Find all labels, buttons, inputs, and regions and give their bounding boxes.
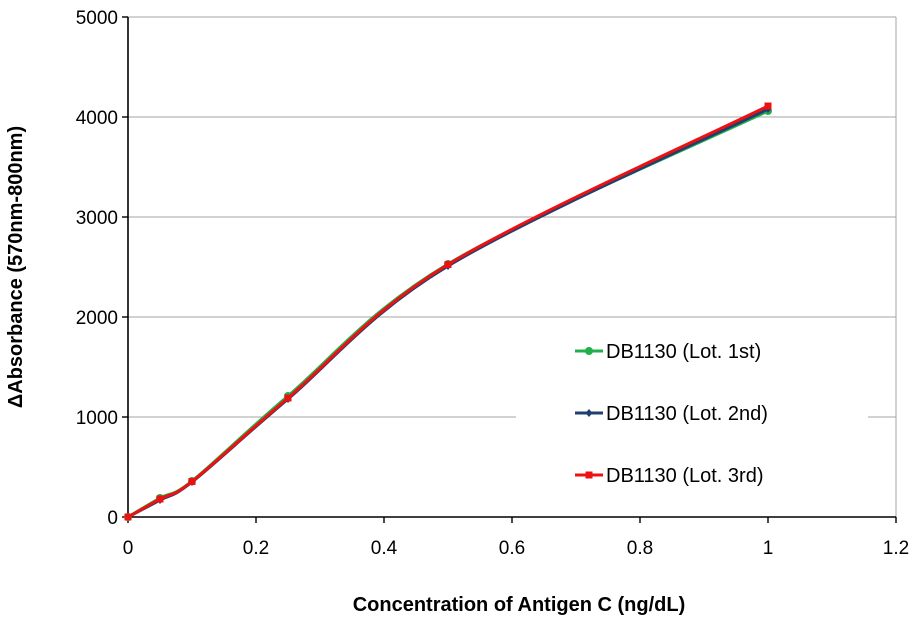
legend-item-2: DB1130 (Lot. 2nd)	[575, 403, 768, 425]
series-3-point-5	[764, 102, 772, 110]
x-tick-label-4: 0.8	[627, 538, 653, 559]
axes	[122, 16, 897, 523]
y-tick-label-0: 0	[107, 508, 118, 529]
series-3-point-0	[124, 513, 132, 521]
y-tick-label-1: 1000	[76, 408, 118, 429]
y-tick-label-5: 5000	[76, 8, 118, 29]
series-3	[124, 102, 772, 521]
y-axis-title: ΔAbsorbance (570nm-800nm)	[5, 126, 27, 408]
legend-item-1: DB1130 (Lot. 1st)	[575, 341, 761, 363]
x-tick-label-6: 1.2	[883, 538, 909, 559]
x-tick-label-0: 0	[123, 538, 134, 559]
legend-swatch-marker-2	[585, 409, 593, 417]
legend-item-3: DB1130 (Lot. 3rd)	[575, 465, 764, 487]
legend-swatch-marker-3	[585, 471, 593, 479]
tick-labels: 0 1000 2000 3000 4000 5000 0 0.2 0.4 0.6 0.8 1 1.2	[76, 8, 909, 559]
legend-label-1: DB1130 (Lot. 1st)	[606, 341, 761, 363]
series-3-point-1	[156, 495, 164, 503]
y-tick-label-4: 4000	[76, 108, 118, 129]
x-tick-label-3: 0.6	[499, 538, 525, 559]
legend-swatch-marker-1	[585, 347, 593, 355]
legend-label-3: DB1130 (Lot. 3rd)	[606, 465, 764, 487]
y-tick-label-2: 2000	[76, 308, 118, 329]
series-group	[124, 102, 772, 521]
x-tick-label-5: 1	[763, 538, 774, 559]
series-3-point-2	[188, 478, 196, 485]
series-3-line	[126, 104, 770, 519]
x-tick-label-2: 0.4	[371, 538, 398, 559]
legend-box	[516, 322, 868, 500]
series-3-point-3	[284, 394, 292, 402]
legend-label-2: DB1130 (Lot. 2nd)	[606, 403, 768, 425]
y-tick-label-3: 3000	[76, 208, 118, 229]
x-tick-label-1: 0.2	[243, 538, 269, 559]
x-axis-title: Concentration of Antigen C (ng/dL)	[353, 594, 686, 616]
legend: DB1130 (Lot. 1st) DB1130 (Lot. 2nd) DB1130…	[516, 322, 868, 500]
series-3-point-4	[444, 261, 452, 268]
